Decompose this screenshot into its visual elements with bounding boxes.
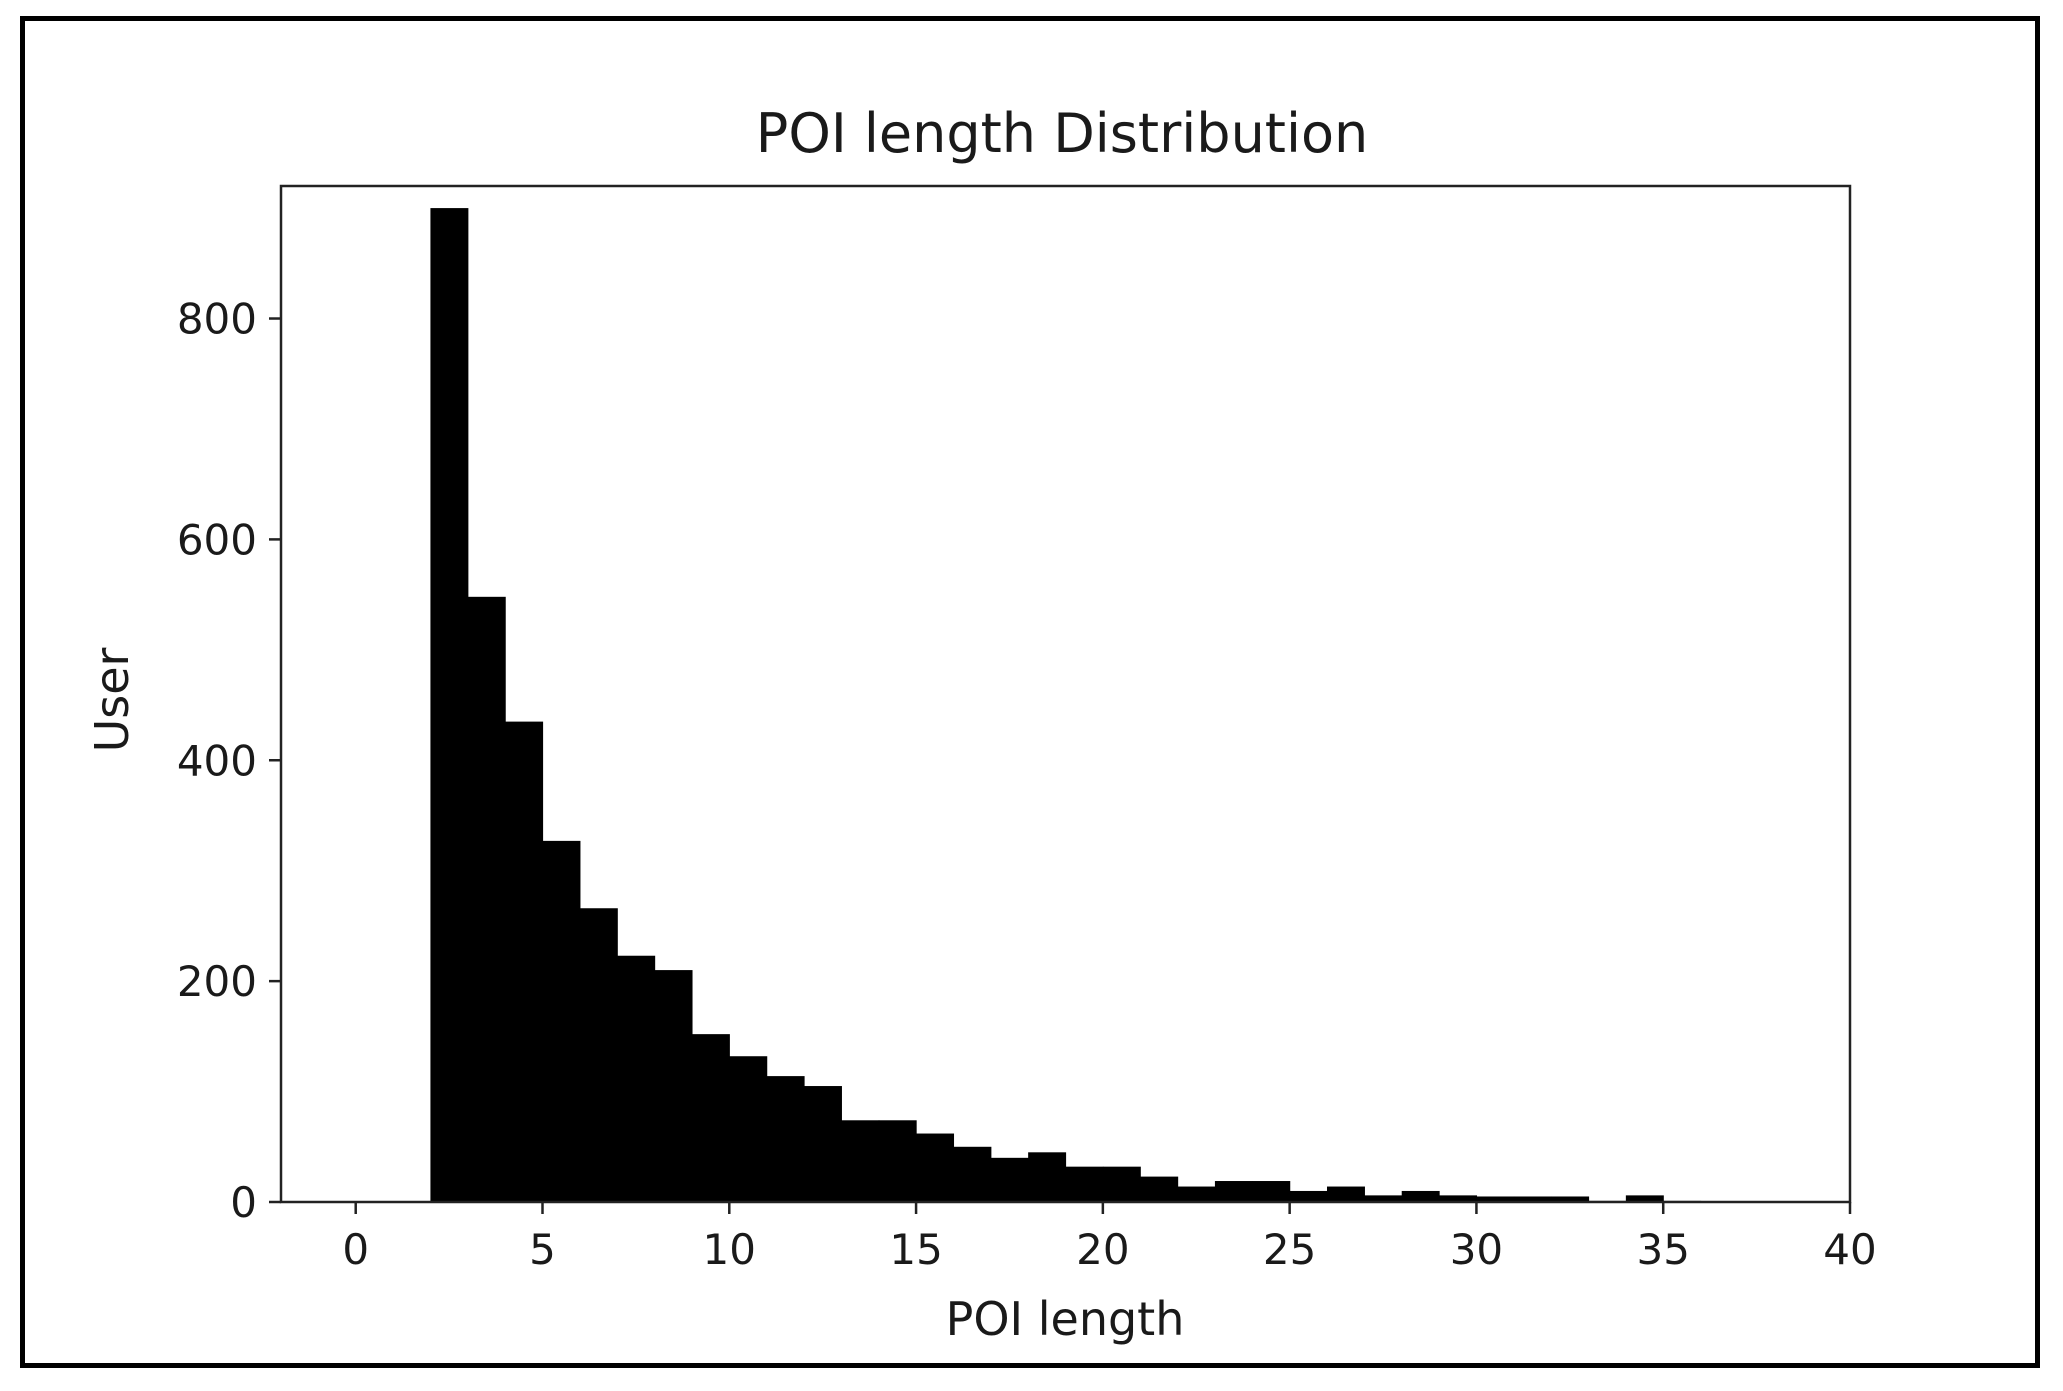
histogram-bar xyxy=(878,1120,917,1202)
x-tick-label: 25 xyxy=(1263,1225,1316,1274)
histogram-bar xyxy=(1401,1190,1440,1202)
histogram-bar xyxy=(1327,1186,1365,1202)
x-axis-title: POI length xyxy=(946,1292,1185,1346)
histogram-bar xyxy=(430,208,469,1202)
histogram-bar xyxy=(990,1157,1029,1202)
y-tick-label: 0 xyxy=(230,1178,257,1227)
histogram-bar xyxy=(1028,1152,1067,1202)
figure-frame xyxy=(20,16,2040,1368)
histogram-bar xyxy=(691,1034,730,1202)
x-tick-label: 30 xyxy=(1450,1225,1503,1274)
histogram-bar xyxy=(1102,1166,1141,1202)
histogram-bar xyxy=(1289,1190,1328,1202)
x-tick-label: 35 xyxy=(1636,1225,1689,1274)
histogram-bar xyxy=(1513,1196,1552,1202)
histogram-bar xyxy=(617,955,656,1202)
plot-area-border xyxy=(279,184,1852,1204)
x-tick-label: 15 xyxy=(889,1225,942,1274)
histogram-bar xyxy=(1214,1181,1253,1202)
y-tick-label: 200 xyxy=(177,957,257,1006)
histogram-bar xyxy=(1439,1195,1478,1202)
histogram-bar xyxy=(505,721,544,1202)
histogram-bar xyxy=(841,1120,880,1202)
histogram-bar xyxy=(1364,1195,1403,1202)
histogram-bar xyxy=(1140,1176,1179,1202)
x-tick-label: 20 xyxy=(1076,1225,1129,1274)
histogram-bar xyxy=(542,840,581,1202)
histogram-bar xyxy=(1551,1196,1590,1202)
histogram-bar xyxy=(1252,1181,1291,1202)
x-tick-label: 5 xyxy=(529,1225,556,1274)
histogram-bar xyxy=(953,1146,992,1202)
y-axis-ticks: 0 200 400 600 800 xyxy=(177,295,281,1227)
histogram-bar xyxy=(766,1076,805,1202)
x-tick-label: 40 xyxy=(1823,1225,1876,1274)
y-tick-label: 800 xyxy=(177,295,257,344)
histogram-bar xyxy=(1065,1166,1104,1202)
histogram-bar xyxy=(1625,1195,1664,1202)
histogram-bar xyxy=(916,1133,955,1202)
y-tick-label: 600 xyxy=(177,515,257,564)
histogram-bar xyxy=(579,908,618,1202)
bars-group xyxy=(430,208,1702,1202)
histogram-bar xyxy=(467,596,506,1202)
chart-title: POI length Distribution xyxy=(756,102,1368,165)
y-tick-label: 400 xyxy=(177,736,257,785)
histogram-bar xyxy=(654,970,693,1202)
y-axis-title: User xyxy=(85,647,139,752)
histogram-bar xyxy=(804,1086,842,1202)
x-tick-label: 0 xyxy=(342,1225,369,1274)
histogram-bar xyxy=(1476,1196,1515,1202)
x-axis-ticks: 0 5 10 15 20 25 30 35 40 xyxy=(342,1202,1877,1274)
x-tick-label: 10 xyxy=(703,1225,756,1274)
histogram-bar xyxy=(1177,1186,1216,1202)
histogram-bar xyxy=(729,1056,768,1202)
